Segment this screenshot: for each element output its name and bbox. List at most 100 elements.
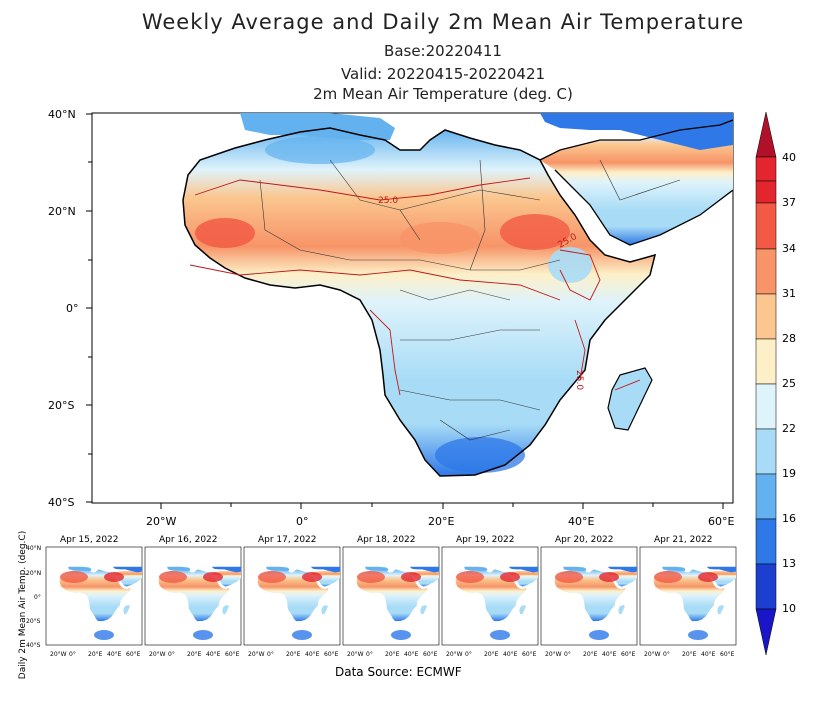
daily-panel bbox=[441, 546, 539, 646]
colorbar bbox=[755, 111, 777, 656]
daily-panel-date: Apr 20, 2022 bbox=[555, 535, 614, 545]
cool-region-south bbox=[435, 437, 525, 473]
daily-lon-tick: 0° bbox=[465, 651, 472, 658]
daily-lon-tick: 20°W bbox=[446, 651, 463, 658]
colorbar-swatch bbox=[755, 338, 777, 385]
data-source: Data Source: ECMWF bbox=[335, 665, 462, 679]
units-label: 2m Mean Air Temperature (deg. C) bbox=[313, 85, 573, 103]
daily-panel bbox=[342, 546, 440, 646]
cool-region-ethiopia bbox=[548, 247, 592, 283]
daily-panels bbox=[45, 546, 737, 646]
daily-lon-tick: 40°E bbox=[206, 651, 221, 658]
lat-tick-label: 0° bbox=[66, 302, 79, 315]
colorbar-label: 22 bbox=[782, 422, 796, 435]
daily-cool-region bbox=[490, 630, 510, 640]
daily-lon-tick: 0° bbox=[69, 651, 76, 658]
daily-cool-region bbox=[94, 630, 114, 640]
daily-panel bbox=[144, 546, 242, 646]
daily-lon-tick: 60°E bbox=[423, 651, 438, 658]
country-borders bbox=[259, 159, 681, 441]
colorbar-label: 28 bbox=[782, 332, 796, 345]
contour-label: 25.0 bbox=[574, 370, 584, 390]
daily-lon-tick: 20°W bbox=[644, 651, 661, 658]
daily-lon-tick: 40°E bbox=[107, 651, 122, 658]
lon-tick-label: 60°E bbox=[708, 515, 735, 528]
daily-hot-region bbox=[60, 571, 88, 583]
hot-region-chad bbox=[400, 222, 480, 254]
colorbar-label: 10 bbox=[782, 602, 796, 615]
daily-hot-region bbox=[555, 571, 583, 583]
daily-lon-tick: 20°W bbox=[248, 651, 265, 658]
daily-hot-region bbox=[500, 572, 520, 582]
colorbar-swatch bbox=[755, 180, 777, 204]
daily-panel-date: Apr 16, 2022 bbox=[159, 535, 218, 545]
daily-panel bbox=[45, 546, 143, 646]
lat-tick-label: 40°N bbox=[48, 108, 76, 121]
daily-axis-label: Daily 2m Mean Air Temp. (deg.C) bbox=[18, 530, 28, 680]
colorbar-swatch bbox=[755, 428, 777, 475]
daily-panel-date: Apr 15, 2022 bbox=[60, 535, 119, 545]
lon-tick-label: 40°E bbox=[568, 515, 595, 528]
daily-cool-region bbox=[391, 630, 411, 640]
daily-lon-tick: 20°E bbox=[187, 651, 202, 658]
daily-lon-tick: 20°E bbox=[385, 651, 400, 658]
lon-tick-label: 20°W bbox=[146, 515, 177, 528]
daily-lat-tick: 40°S bbox=[26, 642, 41, 649]
daily-cool-region bbox=[193, 630, 213, 640]
colorbar-top-arrow bbox=[755, 111, 777, 158]
daily-lon-tick: 20°W bbox=[545, 651, 562, 658]
daily-cool-region bbox=[688, 630, 708, 640]
colorbar-label: 34 bbox=[782, 242, 796, 255]
lon-tick-label: 20°E bbox=[428, 515, 455, 528]
daily-panel-date: Apr 18, 2022 bbox=[357, 535, 416, 545]
valid-range: Valid: 20220415-20220421 bbox=[340, 65, 546, 83]
daily-hot-region bbox=[654, 571, 682, 583]
africa-coastline bbox=[182, 127, 657, 477]
daily-hot-region bbox=[401, 572, 421, 582]
daily-hot-region bbox=[302, 572, 322, 582]
daily-lon-tick: 0° bbox=[267, 651, 274, 658]
daily-lon-tick: 0° bbox=[564, 651, 571, 658]
colorbar-swatch bbox=[755, 202, 777, 250]
daily-cool-region bbox=[292, 630, 312, 640]
daily-hot-region bbox=[159, 571, 187, 583]
colorbar-label: 13 bbox=[782, 557, 796, 570]
madagascar-coastline bbox=[607, 367, 653, 431]
colorbar-swatch bbox=[755, 156, 777, 182]
contour-label: 25.0 bbox=[378, 196, 398, 206]
daily-lon-tick: 0° bbox=[663, 651, 670, 658]
daily-panel bbox=[243, 546, 341, 646]
daily-lon-tick: 60°E bbox=[522, 651, 537, 658]
daily-lon-tick: 60°E bbox=[324, 651, 339, 658]
hot-region-west-sahel bbox=[195, 218, 255, 248]
daily-lon-tick: 0° bbox=[168, 651, 175, 658]
chart-title: Weekly Average and Daily 2m Mean Air Tem… bbox=[141, 10, 745, 34]
lon-tick-label: 0° bbox=[296, 515, 309, 528]
lat-tick-label: 40°S bbox=[48, 496, 75, 509]
daily-lon-tick: 20°E bbox=[682, 651, 697, 658]
daily-hot-region bbox=[104, 572, 124, 582]
daily-hot-region bbox=[258, 571, 286, 583]
lat-tick-label: 20°N bbox=[48, 205, 76, 218]
colorbar-swatch bbox=[755, 563, 777, 610]
colorbar-bottom-arrow bbox=[755, 608, 777, 656]
daily-lon-tick: 20°W bbox=[50, 651, 67, 658]
contour-25 bbox=[189, 177, 641, 396]
daily-panel bbox=[639, 546, 737, 646]
daily-lon-tick: 40°E bbox=[305, 651, 320, 658]
daily-lon-tick: 60°E bbox=[621, 651, 636, 658]
daily-lat-tick: 40°N bbox=[26, 545, 42, 552]
daily-lon-tick: 20°E bbox=[484, 651, 499, 658]
daily-hot-region bbox=[203, 572, 223, 582]
daily-lat-tick: 20°S bbox=[26, 618, 41, 625]
colorbar-swatch bbox=[755, 518, 777, 565]
daily-panel bbox=[540, 546, 638, 646]
cool-region-atlas bbox=[265, 136, 375, 164]
daily-lon-tick: 40°E bbox=[602, 651, 617, 658]
daily-panel-date: Apr 21, 2022 bbox=[654, 535, 713, 545]
colorbar-label: 16 bbox=[782, 512, 796, 525]
daily-cool-region bbox=[589, 630, 609, 640]
colorbar-label: 37 bbox=[782, 196, 796, 209]
daily-lon-tick: 20°W bbox=[149, 651, 166, 658]
daily-lat-tick: 20°N bbox=[26, 570, 42, 577]
